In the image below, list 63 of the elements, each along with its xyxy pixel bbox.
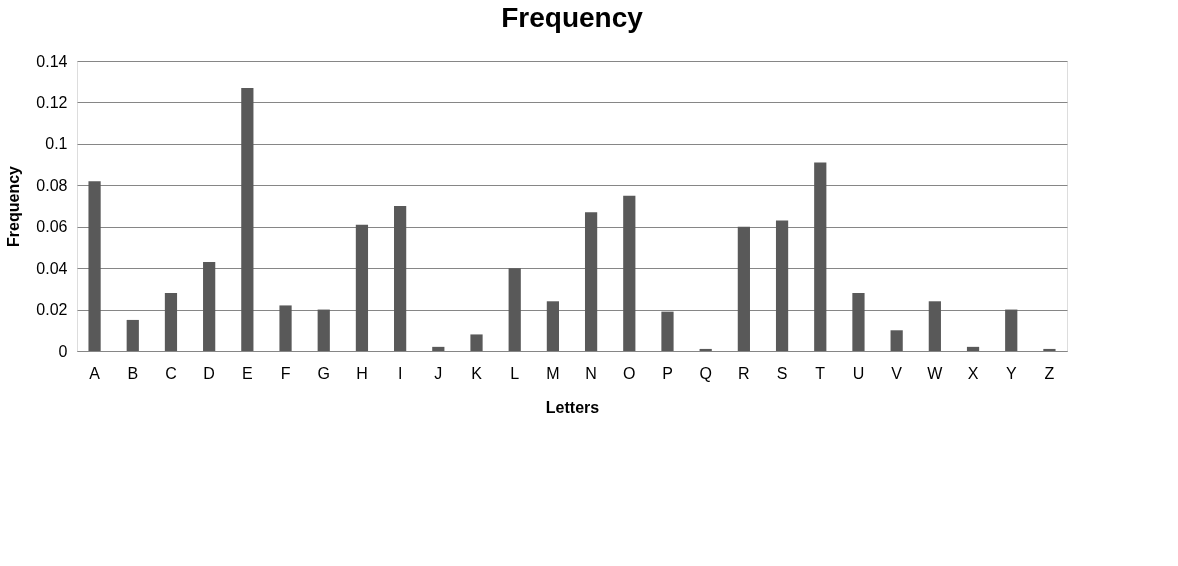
x-tick-label: M [546, 364, 560, 382]
y-axis-title: Frequency [5, 165, 23, 247]
x-tick-label: D [203, 364, 215, 382]
bar [508, 268, 521, 351]
bar [661, 311, 674, 351]
bar [355, 224, 369, 351]
x-tick-label: P [662, 364, 673, 382]
bar [584, 212, 598, 351]
bar [88, 181, 101, 351]
bar [432, 346, 445, 351]
bar [164, 293, 178, 351]
bar [1043, 348, 1056, 351]
x-axis-title: Letters [545, 398, 600, 416]
bar [699, 348, 712, 351]
x-tick-label: T [815, 364, 826, 382]
x-tick-label: G [317, 364, 330, 382]
y-tick-label: 0.04 [36, 259, 68, 277]
bar [775, 220, 789, 351]
y-tick-label: 0.02 [36, 301, 68, 319]
x-tick-label: A [89, 364, 101, 382]
bar [623, 195, 636, 351]
x-tick-label: E [242, 364, 253, 382]
x-tick-label: Y [1005, 364, 1017, 382]
x-tick-label: L [510, 364, 520, 382]
y-tick-label: 0.06 [36, 218, 68, 236]
x-tick-label: Z [1044, 364, 1055, 382]
x-tick-label: X [967, 364, 979, 382]
x-tick-label: W [927, 364, 944, 382]
x-tick-label: B [127, 364, 139, 382]
bar [890, 330, 903, 351]
bar [852, 293, 865, 351]
x-tick-label: Q [699, 364, 712, 382]
x-tick-label: I [397, 364, 403, 382]
bar [737, 226, 750, 351]
bar [928, 301, 941, 351]
x-tick-label: F [280, 364, 291, 382]
x-tick-label: O [623, 364, 636, 382]
x-tick-label: C [165, 364, 177, 382]
x-tick-label: K [471, 364, 483, 382]
bar [241, 87, 254, 351]
bar [966, 346, 980, 351]
y-tick-label: 0.08 [36, 176, 68, 194]
bar [126, 319, 139, 351]
x-tick-label: H [356, 364, 368, 382]
bar [317, 309, 330, 351]
bar [1005, 309, 1018, 351]
x-tick-label: S [776, 364, 788, 382]
x-tick-label: J [434, 364, 443, 382]
x-tick-label: R [738, 364, 750, 382]
bar [470, 334, 483, 351]
y-tick-label: 0.14 [36, 52, 68, 70]
y-tick-label: 0.1 [45, 135, 68, 153]
bar [546, 301, 560, 351]
bar [394, 206, 407, 351]
bar [203, 261, 216, 351]
x-tick-label: N [585, 364, 597, 382]
x-tick-label: U [852, 364, 865, 382]
bar [279, 305, 292, 351]
x-tick-label: V [891, 364, 903, 382]
chart-title: Frequency [501, 2, 644, 33]
y-tick-label: 0.12 [36, 93, 68, 111]
bar [814, 162, 827, 351]
y-tick-label: 0 [58, 342, 68, 360]
